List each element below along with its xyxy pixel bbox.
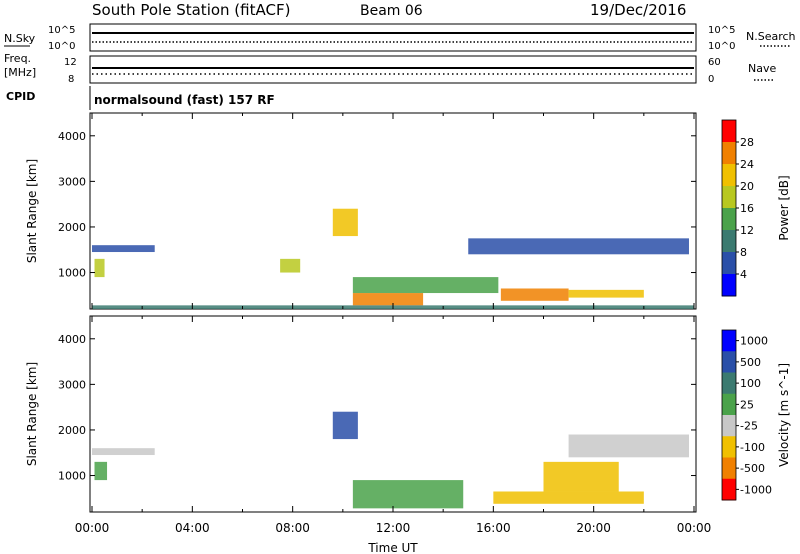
colorbar-segment bbox=[722, 415, 736, 437]
noise-tick-left-bottom: 10^0 bbox=[48, 41, 75, 52]
freq-label-2: [MHz] bbox=[4, 66, 36, 79]
echo-region bbox=[332, 411, 358, 440]
echo-region bbox=[568, 434, 689, 458]
colorbar-tick-label: 500 bbox=[740, 356, 761, 369]
y-axis-label: Slant Range [km] bbox=[25, 362, 39, 466]
colorbar-segment bbox=[722, 208, 736, 231]
colorbar-segment bbox=[722, 457, 736, 480]
cpid-label: CPID bbox=[6, 90, 35, 103]
beam-label: Beam 06 bbox=[360, 3, 423, 19]
noise-tick-right-bottom: 10^0 bbox=[708, 41, 735, 52]
y-tick-label: 1000 bbox=[58, 470, 86, 483]
y-tick-label: 3000 bbox=[58, 175, 86, 188]
colorbar-tick-label: 20 bbox=[740, 180, 754, 193]
x-tick-label: 08:00 bbox=[275, 521, 310, 535]
colorbar-tick-label: 100 bbox=[740, 377, 761, 390]
x-axis-label: Time UT bbox=[367, 541, 418, 554]
noise-tick-right-top: 10^5 bbox=[708, 25, 735, 36]
colorbar-segment bbox=[722, 274, 736, 297]
echo-region bbox=[94, 258, 105, 278]
nsky-label: N.Sky bbox=[4, 32, 36, 45]
echo-region bbox=[468, 238, 689, 255]
y-tick-label: 4000 bbox=[58, 333, 86, 346]
colorbar-segment bbox=[722, 164, 736, 187]
echo-region bbox=[92, 448, 155, 456]
x-tick-label: 00:00 bbox=[677, 521, 712, 535]
date-label: 19/Dec/2016 bbox=[590, 1, 686, 19]
colorbar-segment bbox=[722, 478, 736, 501]
nave-tick-top: 60 bbox=[708, 57, 721, 68]
echo-region bbox=[493, 491, 644, 504]
colorbar-tick-label: 8 bbox=[740, 246, 747, 259]
colorbar-segment bbox=[722, 120, 736, 143]
echo-region bbox=[352, 480, 464, 509]
x-tick-label: 12:00 bbox=[376, 521, 411, 535]
colorbar-segment bbox=[722, 142, 736, 165]
cpid-value: normalsound (fast) 157 RF bbox=[94, 93, 275, 107]
nave-tick-bottom: 0 bbox=[708, 74, 714, 85]
colorbar-tick-label: -25 bbox=[740, 420, 758, 433]
echo-region bbox=[92, 245, 155, 253]
noise-tick-left-top: 10^5 bbox=[48, 25, 75, 36]
power-panel: 1000 2000 3000 4000 Slant Range [km] 4 8 12 16 20… bbox=[25, 112, 791, 310]
y-tick-label: 4000 bbox=[58, 130, 86, 143]
echo-region bbox=[352, 277, 499, 294]
colorbar-tick-label: 1000 bbox=[740, 335, 768, 348]
colorbar-tick-label: 28 bbox=[740, 136, 754, 149]
colorbar-frame bbox=[721, 329, 737, 501]
echo-region bbox=[94, 461, 108, 481]
y-tick-label: 3000 bbox=[58, 378, 86, 391]
echo-region bbox=[568, 289, 644, 298]
colorbar-segment bbox=[722, 436, 736, 458]
colorbar-tick-label: 12 bbox=[740, 224, 754, 237]
y-tick-label: 1000 bbox=[58, 267, 86, 280]
colorbar-tick-label: 25 bbox=[740, 398, 754, 411]
colorbar-tick-label: 16 bbox=[740, 202, 754, 215]
x-tick-label: 16:00 bbox=[476, 521, 511, 535]
colorbar-tick-label: -100 bbox=[740, 441, 765, 454]
colorbar-segment bbox=[722, 393, 736, 416]
colorbar-segment bbox=[722, 330, 736, 352]
colorbar-label: Velocity [m s^-1] bbox=[777, 363, 791, 467]
echo-region bbox=[332, 208, 358, 237]
freq-tick-top: 12 bbox=[64, 57, 77, 68]
freq-label-1: Freq. bbox=[4, 52, 31, 65]
echo-region bbox=[543, 461, 619, 492]
colorbar-segment bbox=[722, 252, 736, 275]
colorbar-segment bbox=[722, 230, 736, 253]
nave-label: Nave bbox=[748, 62, 776, 75]
echo-region bbox=[352, 293, 424, 306]
colorbar-segment bbox=[722, 351, 736, 373]
y-axis-label: Slant Range [km] bbox=[25, 159, 39, 263]
echo-region bbox=[500, 288, 569, 301]
y-tick-label: 2000 bbox=[58, 424, 86, 437]
echo-region bbox=[280, 258, 301, 273]
freq-tick-bottom: 8 bbox=[68, 74, 74, 85]
colorbar-tick-label: -1000 bbox=[740, 483, 772, 496]
noise-panel-frame bbox=[89, 23, 697, 52]
colorbar-label: Power [dB] bbox=[777, 175, 791, 240]
x-tick-label: 04:00 bbox=[175, 521, 210, 535]
colorbar-tick-label: 24 bbox=[740, 158, 754, 171]
y-tick-label: 2000 bbox=[58, 221, 86, 234]
x-tick-label: 20:00 bbox=[576, 521, 611, 535]
colorbar-tick-label: 4 bbox=[740, 268, 747, 281]
freq-panel-frame bbox=[89, 55, 697, 84]
colorbar-segment bbox=[722, 372, 736, 395]
station-title: South Pole Station (fitACF) bbox=[92, 1, 290, 19]
colorbar-segment bbox=[722, 186, 736, 209]
x-tick-label: 00:00 bbox=[75, 521, 110, 535]
nsearch-label: N.Search bbox=[746, 30, 796, 43]
velocity-panel: 1000 2000 3000 4000 Slant Range [km] 00:00 04:… bbox=[25, 315, 791, 535]
colorbar-tick-label: -500 bbox=[740, 462, 765, 475]
